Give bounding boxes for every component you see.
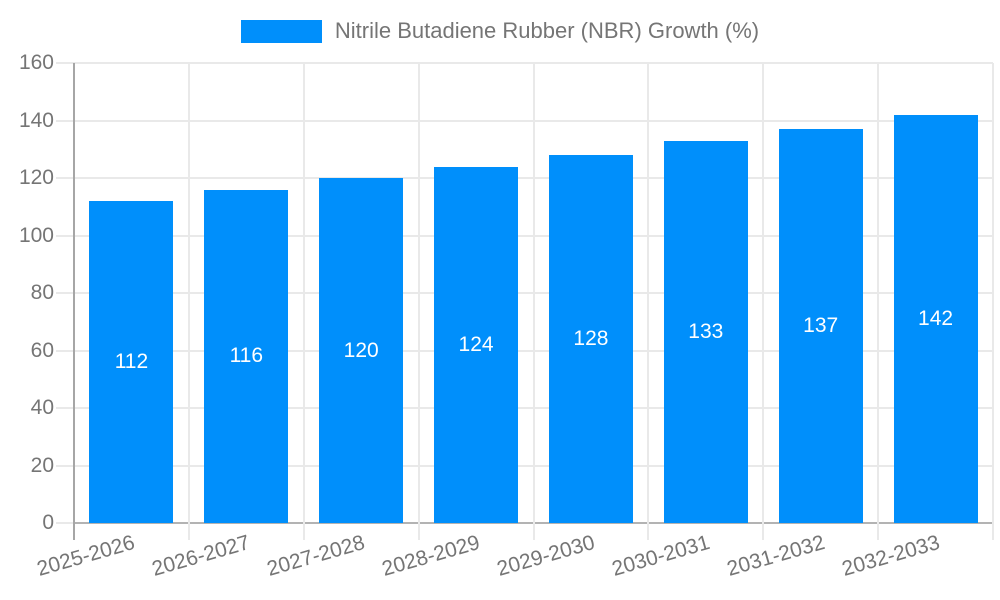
bar: 116 xyxy=(204,189,289,523)
y-gridline xyxy=(56,349,993,352)
x-gridline xyxy=(417,63,420,523)
bar: 124 xyxy=(434,166,519,523)
y-gridline xyxy=(56,234,993,237)
legend-swatch xyxy=(240,19,322,43)
x-axis-tick xyxy=(417,523,420,540)
bar-value-label: 142 xyxy=(918,306,954,330)
y-axis-tick-label: 40 xyxy=(30,396,54,419)
y-gridline xyxy=(56,119,993,122)
x-gridline xyxy=(187,63,190,523)
bar: 120 xyxy=(319,178,404,523)
legend-item[interactable]: Nitrile Butadiene Rubber (NBR) Growth (%… xyxy=(0,18,1000,44)
y-gridline xyxy=(56,177,993,179)
bar: 133 xyxy=(663,140,748,523)
y-axis-tick-label: 0 xyxy=(42,511,54,534)
legend-label: Nitrile Butadiene Rubber (NBR) Growth (%… xyxy=(334,18,760,43)
y-gridline xyxy=(56,292,993,294)
bar-value-label: 120 xyxy=(343,338,379,362)
x-axis-tick xyxy=(762,523,765,540)
x-gridline xyxy=(877,63,880,523)
y-axis-tick-label: 20 xyxy=(30,453,54,477)
x-axis-tick xyxy=(647,523,650,540)
y-axis-tick-label: 100 xyxy=(18,223,54,247)
y-axis-tick-label: 120 xyxy=(18,166,54,189)
bar-value-label: 116 xyxy=(229,344,264,368)
x-axis-tick xyxy=(532,523,535,540)
bar-value-label: 133 xyxy=(688,319,724,343)
x-gridline xyxy=(992,63,994,523)
x-gridline xyxy=(647,63,650,523)
y-axis-tick-label: 160 xyxy=(18,51,54,74)
y-axis-tick-label: 80 xyxy=(30,281,54,304)
y-axis-tick xyxy=(56,522,74,524)
x-gridline xyxy=(532,63,535,523)
y-gridline xyxy=(56,407,993,409)
x-axis-tick xyxy=(187,523,190,540)
bar-value-label: 137 xyxy=(803,314,839,338)
x-gridline xyxy=(762,63,765,523)
y-gridline xyxy=(56,62,993,64)
bar-value-label: 128 xyxy=(573,327,609,350)
bar: 128 xyxy=(548,155,633,523)
bar: 137 xyxy=(778,129,863,523)
x-axis-tick xyxy=(302,523,305,540)
bar: 112 xyxy=(89,201,174,523)
y-gridline xyxy=(56,464,993,467)
y-axis-line xyxy=(73,63,75,540)
x-gridline xyxy=(302,63,305,523)
bar-value-label: 112 xyxy=(114,350,149,373)
bar-value-label: 124 xyxy=(458,332,494,356)
bar: 142 xyxy=(893,114,978,523)
y-axis-tick-label: 140 xyxy=(18,108,54,132)
x-axis-tick xyxy=(877,523,880,540)
x-axis-tick xyxy=(992,523,994,540)
y-axis-tick-label: 60 xyxy=(30,338,54,362)
